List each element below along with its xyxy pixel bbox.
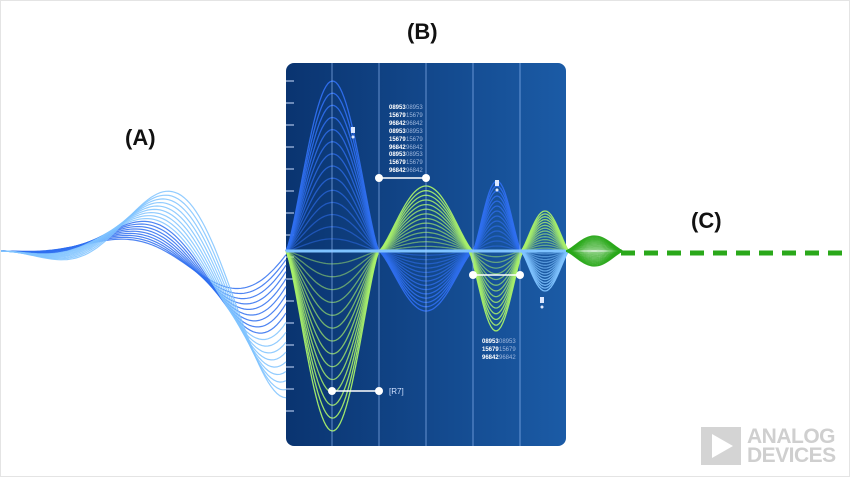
panel-wave-line: [472, 215, 522, 252]
readout-value-secondary: 96842: [406, 121, 423, 127]
panel-wave-line: [520, 233, 570, 252]
panel-wave-line: [472, 245, 522, 252]
panel-wave-line: [468, 250, 524, 303]
panel-wave-line: [472, 230, 522, 252]
panel-wave-line: [468, 250, 524, 269]
probe-icon: [495, 180, 499, 186]
logo-triangle-icon: [701, 427, 741, 465]
input-wave-line: [1, 238, 287, 290]
readout-value: 08953: [389, 129, 406, 135]
readout-value-secondary: 96842: [406, 168, 423, 174]
input-wave-line: [1, 201, 287, 376]
panel-wave-line: [468, 250, 524, 286]
readout-value: 96842: [389, 121, 406, 127]
readout-value-secondary: 08953: [406, 129, 423, 135]
readout-value: 08953: [389, 152, 406, 158]
readout-value-secondary: 15679: [406, 160, 423, 166]
panel-wave-line: [472, 220, 522, 252]
panel-wave-line: [468, 250, 524, 258]
panel-wave-line: [520, 250, 570, 264]
input-wave-line: [1, 226, 287, 322]
probe-dot-icon: [351, 135, 355, 139]
panel-wave-line: [520, 241, 570, 252]
panel-wave-line: [468, 250, 524, 275]
panel-wave-line: [520, 250, 570, 269]
logo-line1: ANALOG: [747, 425, 835, 448]
panel-wave-line: [472, 225, 522, 252]
readout-value-secondary: 96842: [406, 145, 423, 151]
panel-wave-line: [565, 250, 623, 267]
input-wave-line: [1, 236, 287, 295]
marker-label: [R7]: [389, 387, 404, 396]
probe-dot-icon: [495, 188, 499, 192]
panel-wave-line: [520, 244, 570, 252]
label-a: (A): [125, 125, 156, 150]
readout-value-secondary: 96842: [499, 355, 516, 361]
readout-value: 96842: [389, 168, 406, 174]
marker-handle[interactable]: [422, 174, 430, 182]
panel-wave-line: [520, 250, 570, 266]
panel-wave-line: [468, 250, 524, 281]
marker-handle[interactable]: [516, 271, 524, 279]
panel-wave-line: [520, 250, 570, 292]
marker-handle[interactable]: [328, 387, 336, 395]
readout-value-secondary: 08953: [499, 339, 516, 345]
readout-value: 15679: [389, 137, 406, 143]
probe-dot-icon: [540, 305, 544, 309]
panel-wave-line: [520, 250, 570, 261]
label-b: (B): [407, 19, 438, 44]
readout-value: 15679: [389, 113, 406, 119]
marker-handle[interactable]: [375, 387, 383, 395]
panel-wave-line: [565, 235, 623, 252]
marker-handle[interactable]: [469, 271, 477, 279]
logo-line2: DEVICES: [747, 444, 836, 467]
readout-value: 15679: [389, 160, 406, 166]
readout-value-secondary: 15679: [406, 137, 423, 143]
readout-value: 96842: [389, 145, 406, 151]
label-c: (C): [691, 208, 722, 233]
panel-wave-line: [468, 250, 524, 332]
input-wave-line: [1, 190, 287, 399]
panel-wave-line: [520, 238, 570, 252]
panel-wave-line: [520, 250, 570, 258]
readout-value-secondary: 08953: [406, 105, 423, 111]
input-wave-line: [1, 230, 287, 310]
panel-wave-line: [520, 236, 570, 252]
input-wave-line: [1, 220, 287, 334]
panel-wave-line: [468, 250, 524, 292]
panel-wave-line: [472, 240, 522, 252]
readout-value: 15679: [482, 347, 499, 353]
marker-handle[interactable]: [375, 174, 383, 182]
readout-value-secondary: 08953: [406, 152, 423, 158]
markers: [328, 127, 544, 395]
panel-wave-line: [468, 250, 524, 264]
probe-icon: [540, 297, 544, 303]
panel-wave-line: [468, 250, 524, 298]
panel-wave-line: [520, 250, 570, 272]
analog-devices-logo: ANALOG DEVICES: [701, 425, 836, 467]
input-wave-line: [1, 234, 287, 300]
readout-value: 08953: [389, 105, 406, 111]
readout-value: 08953: [482, 339, 499, 345]
readout-value-secondary: 15679: [406, 113, 423, 119]
readout-value-secondary: 15679: [499, 347, 516, 353]
probe-icon: [351, 127, 355, 133]
panel-wave-line: [468, 250, 524, 309]
panel-wave-line: [520, 210, 570, 252]
panel-gridlines: [331, 63, 521, 446]
panel-wave-line: [472, 210, 522, 252]
panel-wave-line: [472, 235, 522, 252]
readout-value: 96842: [482, 355, 499, 361]
panel-wave-line: [520, 230, 570, 252]
